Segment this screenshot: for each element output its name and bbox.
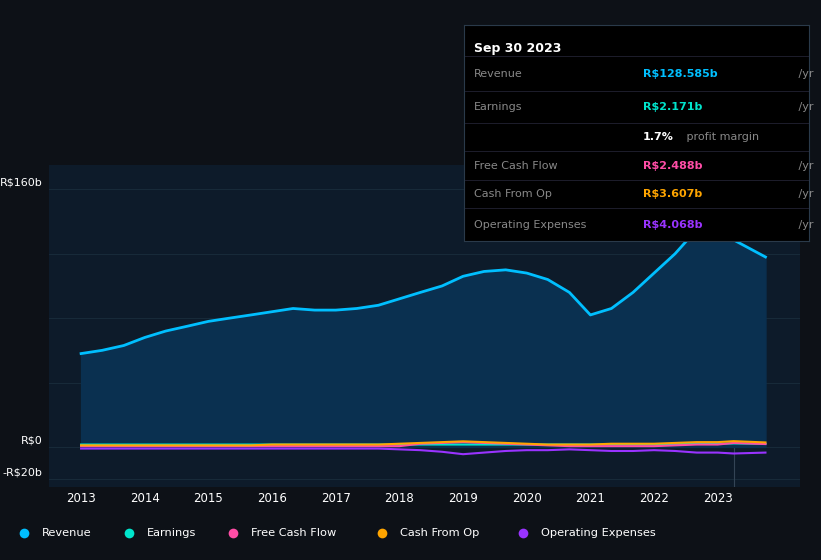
Text: 1.7%: 1.7% (643, 132, 674, 142)
Text: /yr: /yr (795, 102, 814, 112)
Text: Operating Expenses: Operating Expenses (475, 220, 586, 230)
Text: /yr: /yr (795, 220, 814, 230)
Text: Earnings: Earnings (475, 102, 523, 112)
Text: -R$20b: -R$20b (2, 468, 43, 478)
Text: Free Cash Flow: Free Cash Flow (475, 161, 557, 171)
Text: R$2.488b: R$2.488b (643, 161, 703, 171)
Text: Earnings: Earnings (147, 529, 196, 538)
Text: R$0: R$0 (21, 436, 43, 446)
Text: Revenue: Revenue (475, 69, 523, 79)
Text: /yr: /yr (795, 189, 814, 199)
Text: R$3.607b: R$3.607b (643, 189, 703, 199)
Text: /yr: /yr (795, 69, 814, 79)
Text: Revenue: Revenue (42, 529, 92, 538)
Text: R$128.585b: R$128.585b (643, 69, 718, 79)
Text: Sep 30 2023: Sep 30 2023 (475, 43, 562, 55)
Text: Cash From Op: Cash From Op (400, 529, 479, 538)
Text: Cash From Op: Cash From Op (475, 189, 552, 199)
Text: R$160b: R$160b (0, 178, 43, 188)
Text: /yr: /yr (795, 161, 814, 171)
Text: profit margin: profit margin (683, 132, 759, 142)
Text: Free Cash Flow: Free Cash Flow (251, 529, 337, 538)
Text: R$2.171b: R$2.171b (643, 102, 703, 112)
Text: Operating Expenses: Operating Expenses (541, 529, 656, 538)
Text: R$4.068b: R$4.068b (643, 220, 703, 230)
